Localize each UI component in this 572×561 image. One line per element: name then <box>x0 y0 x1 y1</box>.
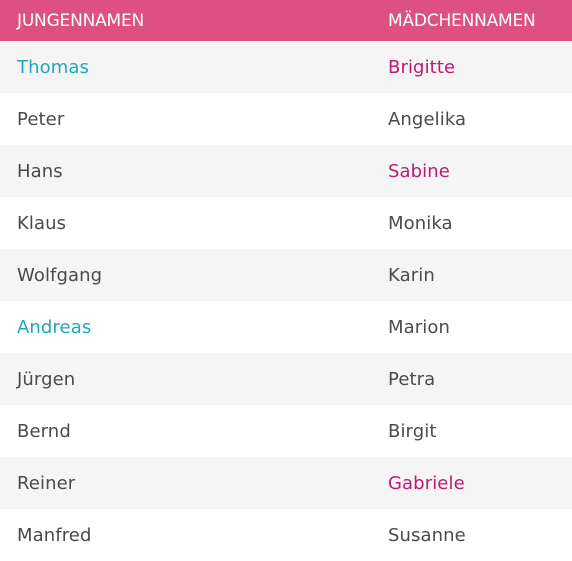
boy-name-cell: Bernd <box>17 420 71 442</box>
boy-name-cell: Reiner <box>17 472 76 494</box>
table-row: Manfred Susanne <box>0 509 572 561</box>
table-row: Jürgen Petra <box>0 353 572 405</box>
girl-name-cell: Gabriele <box>388 472 465 494</box>
table-row: Wolfgang Karin <box>0 249 572 301</box>
table-row: Bernd Birgit <box>0 405 572 457</box>
boy-name-cell: Thomas <box>17 56 89 78</box>
boy-name-cell: Jürgen <box>17 368 76 390</box>
boy-name-cell: Peter <box>17 108 65 130</box>
girl-name-cell: Angelika <box>388 108 467 130</box>
girl-name-cell: Brigitte <box>388 56 456 78</box>
girl-name-cell: Monika <box>388 212 453 234</box>
header-row: JUNGENNAMEN MÄDCHENNAMEN <box>0 0 572 41</box>
table-body: Thomas Brigitte Peter Angelika Hans Sabi… <box>0 41 572 561</box>
boy-name-cell: Manfred <box>17 524 92 546</box>
boy-name-cell: Hans <box>17 160 63 182</box>
girl-name-cell: Susanne <box>388 524 466 546</box>
table-row: Reiner Gabriele <box>0 457 572 509</box>
boy-name-cell: Wolfgang <box>17 264 103 286</box>
header-boys-names: JUNGENNAMEN <box>17 10 145 31</box>
girl-name-cell: Karin <box>388 264 435 286</box>
girl-name-cell: Birgit <box>388 420 437 442</box>
girl-name-cell: Marion <box>388 316 450 338</box>
table-row: Hans Sabine <box>0 145 572 197</box>
table-header: JUNGENNAMEN MÄDCHENNAMEN <box>0 0 572 41</box>
table-row: Thomas Brigitte <box>0 41 572 93</box>
table-row: Peter Angelika <box>0 93 572 145</box>
boy-name-cell: Klaus <box>17 212 67 234</box>
table-row: Klaus Monika <box>0 197 572 249</box>
boy-name-cell: Andreas <box>17 316 92 338</box>
girl-name-cell: Sabine <box>388 160 450 182</box>
girl-name-cell: Petra <box>388 368 436 390</box>
table-row: Andreas Marion <box>0 301 572 353</box>
header-girls-names: MÄDCHENNAMEN <box>388 10 536 31</box>
